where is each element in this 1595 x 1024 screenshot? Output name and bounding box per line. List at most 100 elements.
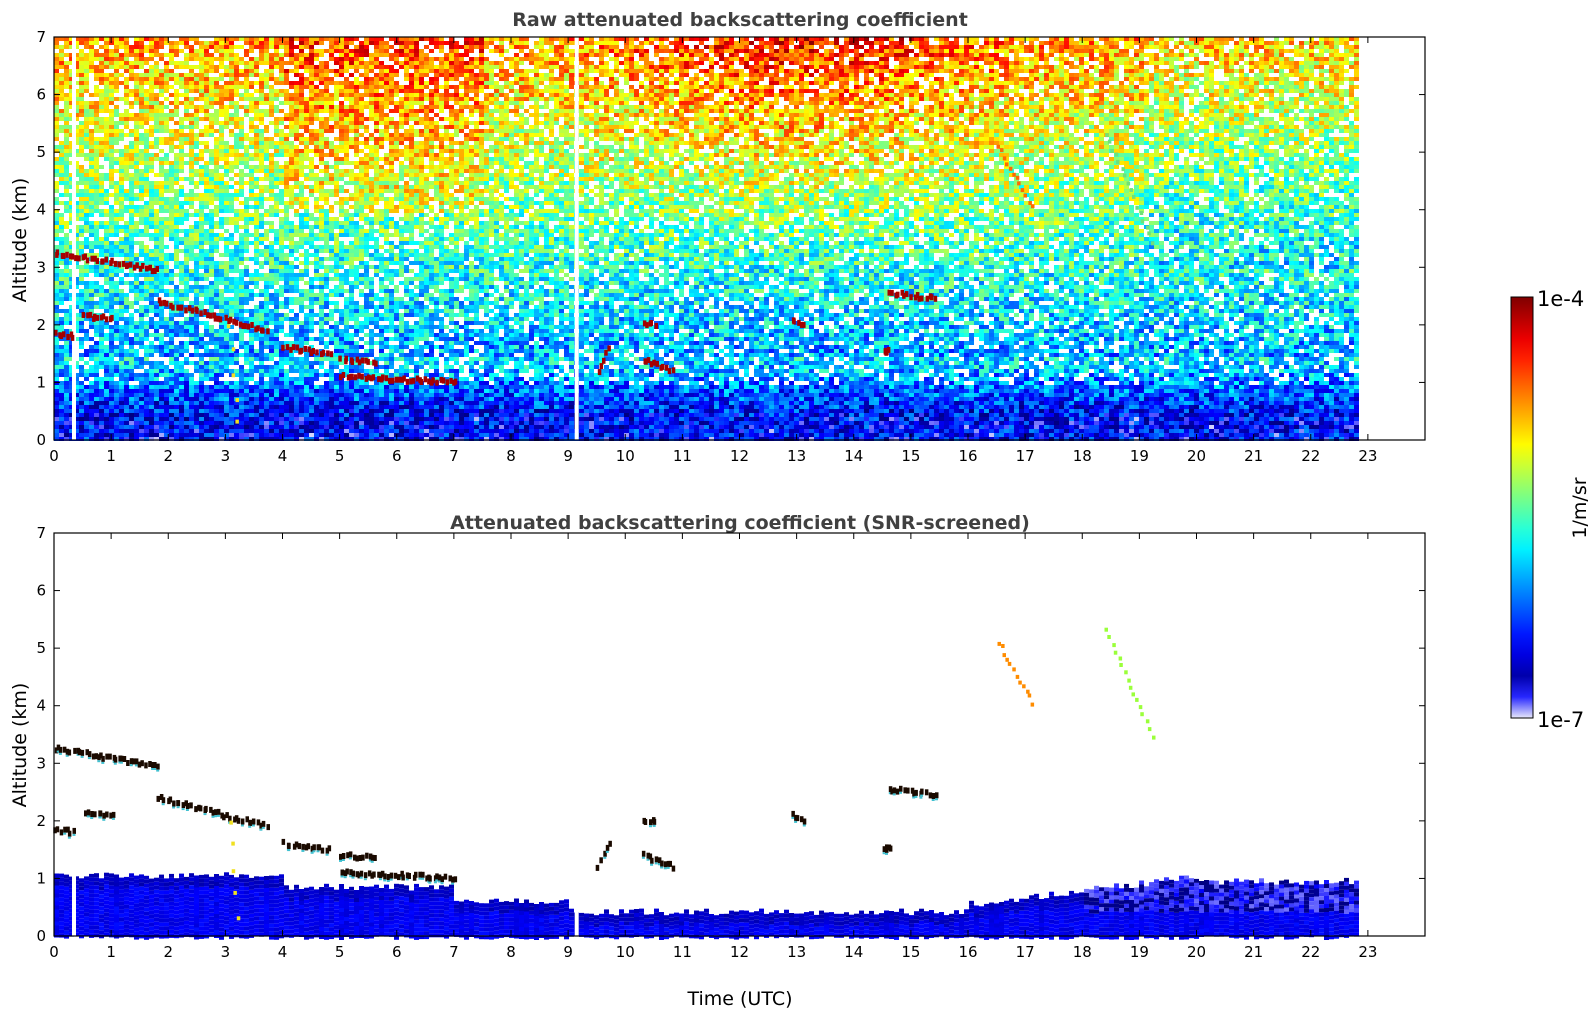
feature-mark <box>162 803 165 805</box>
feature-mark <box>235 320 239 326</box>
feature-mark <box>219 316 223 322</box>
x-tick-label: 22 <box>1301 943 1320 961</box>
feature-mark <box>114 763 117 765</box>
feature-mark <box>899 786 903 792</box>
feature-mark <box>1130 188 1134 192</box>
feature-mark <box>418 878 421 880</box>
feature-mark <box>1115 153 1119 157</box>
feature-mark <box>144 762 148 768</box>
feature-mark <box>135 262 139 268</box>
feature-mark <box>236 398 240 402</box>
feature-mark <box>101 756 105 762</box>
y-tick-label: 7 <box>36 524 46 542</box>
feature-mark <box>77 255 81 261</box>
feature-mark <box>794 821 797 823</box>
feature-mark <box>360 374 364 380</box>
y-tick-label: 2 <box>36 812 46 830</box>
colorbar: 1e-4 1e-7 1/m/sr <box>1511 287 1591 732</box>
feature-mark <box>345 356 349 362</box>
feature-mark <box>441 882 444 884</box>
feature-mark <box>326 854 329 856</box>
feature-mark <box>649 819 653 825</box>
x-tick-label: 9 <box>563 943 573 961</box>
feature-mark <box>342 372 346 378</box>
feature-mark <box>1021 188 1025 192</box>
feature-mark <box>326 350 330 356</box>
x-tick-label: 6 <box>392 943 402 961</box>
feature-mark <box>105 316 109 322</box>
feature-mark <box>428 882 431 884</box>
x-tick-label: 18 <box>1073 943 1092 961</box>
feature-mark <box>1008 662 1012 666</box>
feature-mark <box>428 876 432 882</box>
feature-mark <box>102 313 106 319</box>
feature-mark <box>241 819 245 825</box>
feature-mark <box>341 870 345 876</box>
feature-mark <box>122 261 126 267</box>
feature-mark <box>1146 226 1150 230</box>
feature-mark <box>667 867 670 869</box>
x-tick-label: 19 <box>1130 943 1149 961</box>
feature-mark <box>227 324 231 328</box>
feature-mark <box>352 871 356 877</box>
feature-mark <box>82 312 86 318</box>
feature-mark <box>266 328 270 334</box>
feature-mark <box>315 349 319 355</box>
plot-background <box>54 533 1425 936</box>
feature-mark <box>87 815 90 817</box>
feature-mark <box>653 819 657 825</box>
feature-mark <box>1119 663 1123 667</box>
feature-mark <box>655 856 659 862</box>
y-axis-label: Altitude (km) <box>9 683 31 808</box>
x-tick-label: 11 <box>673 447 692 465</box>
feature-mark <box>114 757 118 763</box>
feature-mark <box>63 833 66 835</box>
feature-mark <box>932 799 935 801</box>
feature-mark <box>186 809 189 811</box>
feature-mark <box>1112 643 1116 647</box>
feature-mark <box>435 879 438 881</box>
feature-mark <box>232 347 236 351</box>
feature-mark <box>350 374 354 380</box>
feature-mark <box>1140 211 1144 215</box>
feature-mark <box>668 368 672 374</box>
feature-mark <box>1124 670 1128 674</box>
feature-mark <box>177 806 180 808</box>
panel-title: Attenuated backscattering coefficient (S… <box>450 512 1030 534</box>
feature-mark <box>893 787 897 793</box>
feature-mark <box>191 308 195 314</box>
feature-mark <box>93 811 97 817</box>
feature-mark <box>1135 206 1139 210</box>
feature-mark <box>59 747 63 753</box>
feature-mark <box>301 844 305 850</box>
feature-mark <box>383 879 386 881</box>
feature-mark <box>1146 719 1150 723</box>
y-axis-label: Altitude (km) <box>9 178 31 303</box>
feature-mark <box>454 876 458 882</box>
feature-mark <box>54 330 58 336</box>
feature-mark <box>391 378 395 384</box>
x-tick-label: 16 <box>958 943 977 961</box>
feature-mark <box>1012 667 1016 671</box>
feature-mark <box>96 258 100 264</box>
feature-mark <box>642 857 645 859</box>
feature-mark <box>360 871 364 877</box>
x-tick-label: 13 <box>787 943 806 961</box>
feature-mark <box>123 756 127 762</box>
feature-mark <box>379 878 382 880</box>
feature-mark <box>214 815 217 817</box>
feature-mark <box>608 841 612 847</box>
x-tick-label: 21 <box>1244 447 1263 465</box>
feature-mark <box>90 817 93 819</box>
feature-mark <box>204 806 208 812</box>
feature-mark <box>241 825 244 827</box>
feature-mark <box>373 855 377 861</box>
y-tick-label: 5 <box>36 143 46 161</box>
feature-mark <box>925 789 929 795</box>
feature-mark <box>153 768 156 770</box>
feature-mark <box>110 258 114 264</box>
feature-mark <box>1127 182 1131 186</box>
feature-mark <box>1123 174 1127 178</box>
feature-mark <box>243 323 247 329</box>
feature-mark <box>171 305 175 311</box>
